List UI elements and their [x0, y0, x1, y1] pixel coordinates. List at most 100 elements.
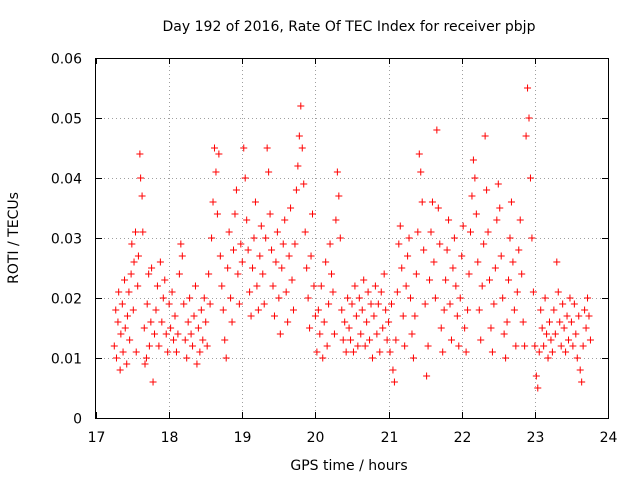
data-point — [499, 294, 507, 302]
data-point — [414, 228, 422, 236]
data-point — [126, 336, 134, 344]
data-point — [436, 240, 444, 248]
data-point — [317, 282, 325, 290]
y-tick-label: 0 — [73, 412, 82, 428]
data-point — [459, 222, 467, 230]
data-point — [205, 270, 213, 278]
data-point — [430, 258, 438, 266]
data-point — [377, 288, 385, 296]
data-point — [266, 210, 274, 218]
data-point — [213, 210, 221, 218]
data-point — [573, 354, 581, 362]
data-point — [276, 330, 284, 338]
x-axis: 17 18 19 20 21 22 23 24 — [88, 58, 618, 446]
data-point — [222, 354, 230, 362]
data-point — [379, 324, 387, 332]
data-point — [469, 156, 477, 164]
data-point — [494, 180, 502, 188]
data-point — [554, 288, 562, 296]
data-point — [411, 312, 419, 320]
data-point — [272, 258, 280, 266]
data-point — [531, 342, 539, 350]
data-point — [199, 336, 207, 344]
data-point — [116, 366, 124, 374]
data-point — [559, 300, 567, 308]
data-point — [145, 270, 153, 278]
data-point — [165, 300, 173, 308]
data-point — [466, 228, 474, 236]
data-point — [543, 330, 551, 338]
data-point — [237, 240, 245, 248]
data-point — [344, 294, 352, 302]
data-point — [210, 144, 218, 152]
data-point — [427, 228, 435, 236]
data-point — [380, 270, 388, 278]
data-point — [428, 198, 436, 206]
data-point — [294, 162, 302, 170]
data-point — [505, 276, 513, 284]
data-point — [450, 234, 458, 242]
data-point — [168, 288, 176, 296]
data-point — [295, 132, 303, 140]
data-point — [243, 216, 251, 224]
data-point — [512, 342, 520, 350]
grid — [96, 58, 608, 418]
data-point — [447, 336, 455, 344]
data-point — [203, 342, 211, 350]
x-tick-label: 24 — [600, 430, 618, 446]
data-point — [576, 366, 584, 374]
x-axis-title: GPS time / hours — [290, 458, 407, 474]
data-point — [509, 258, 517, 266]
data-point — [367, 300, 375, 308]
data-point — [170, 336, 178, 344]
data-point — [399, 312, 407, 320]
data-point — [136, 150, 144, 158]
y-axis: 0 0.01 0.02 0.03 0.04 0.05 0.06 — [51, 52, 608, 428]
data-point — [123, 360, 131, 368]
data-point — [197, 306, 205, 314]
data-point — [183, 354, 191, 362]
data-point — [191, 282, 199, 290]
data-point — [474, 258, 482, 266]
data-point — [415, 150, 423, 158]
data-point — [483, 186, 491, 194]
data-point — [316, 330, 324, 338]
data-point — [341, 318, 349, 326]
data-point — [263, 144, 271, 152]
data-point — [287, 204, 295, 212]
data-point — [433, 126, 441, 134]
data-point — [357, 330, 365, 338]
data-point — [363, 318, 371, 326]
data-point — [535, 348, 543, 356]
data-point — [241, 174, 249, 182]
data-point — [219, 306, 227, 314]
data-point — [455, 342, 463, 350]
data-point — [149, 378, 157, 386]
data-point — [421, 300, 429, 308]
data-point — [253, 282, 261, 290]
data-point — [351, 282, 359, 290]
data-point — [326, 240, 334, 248]
data-point — [339, 336, 347, 344]
y-tick-label: 0.05 — [51, 112, 82, 128]
data-point — [309, 210, 317, 218]
data-point — [565, 336, 573, 344]
data-point — [383, 336, 391, 344]
data-point — [139, 228, 147, 236]
plot-frame — [95, 58, 609, 419]
data-point — [110, 342, 118, 350]
data-point — [584, 294, 592, 302]
data-point — [382, 306, 390, 314]
x-tick-label: 18 — [161, 430, 179, 446]
data-point — [486, 276, 494, 284]
data-point — [393, 288, 401, 296]
data-point — [234, 270, 242, 278]
data-point — [152, 306, 160, 314]
data-point — [121, 276, 129, 284]
data-point — [313, 348, 321, 356]
data-point — [468, 192, 476, 200]
data-point — [227, 294, 235, 302]
data-point — [291, 240, 299, 248]
data-point — [123, 312, 131, 320]
data-point — [481, 132, 489, 140]
